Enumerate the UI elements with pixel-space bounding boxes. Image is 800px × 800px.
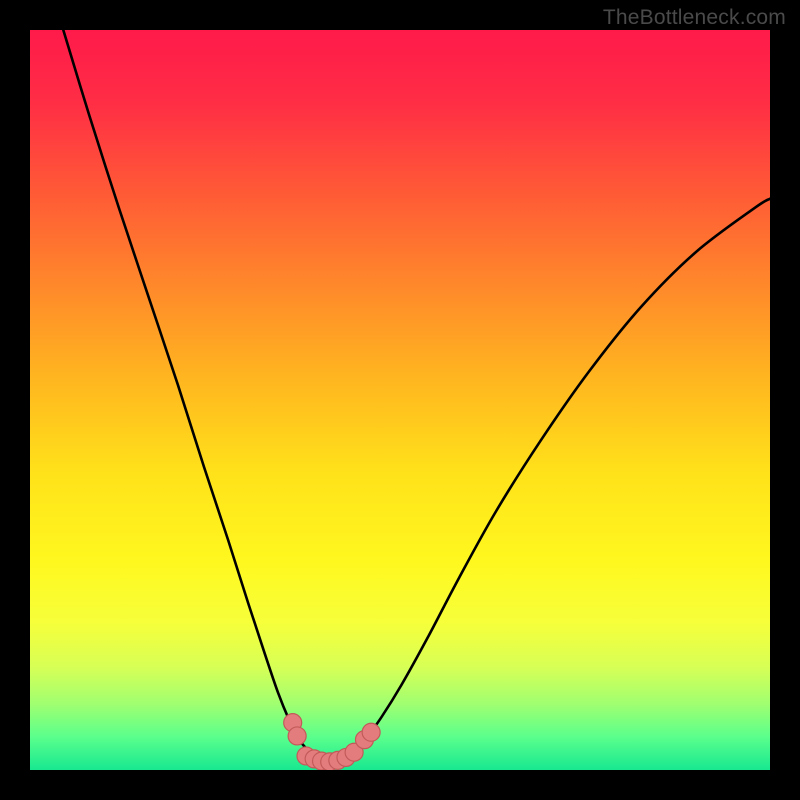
chart-svg	[30, 30, 770, 770]
curve-left	[63, 30, 332, 761]
curve-right	[332, 199, 770, 761]
marker-right-1	[362, 723, 380, 741]
plot-area	[30, 30, 770, 770]
markers-group	[284, 714, 380, 770]
watermark-text: TheBottleneck.com	[603, 6, 786, 30]
marker-left-1	[288, 727, 306, 745]
